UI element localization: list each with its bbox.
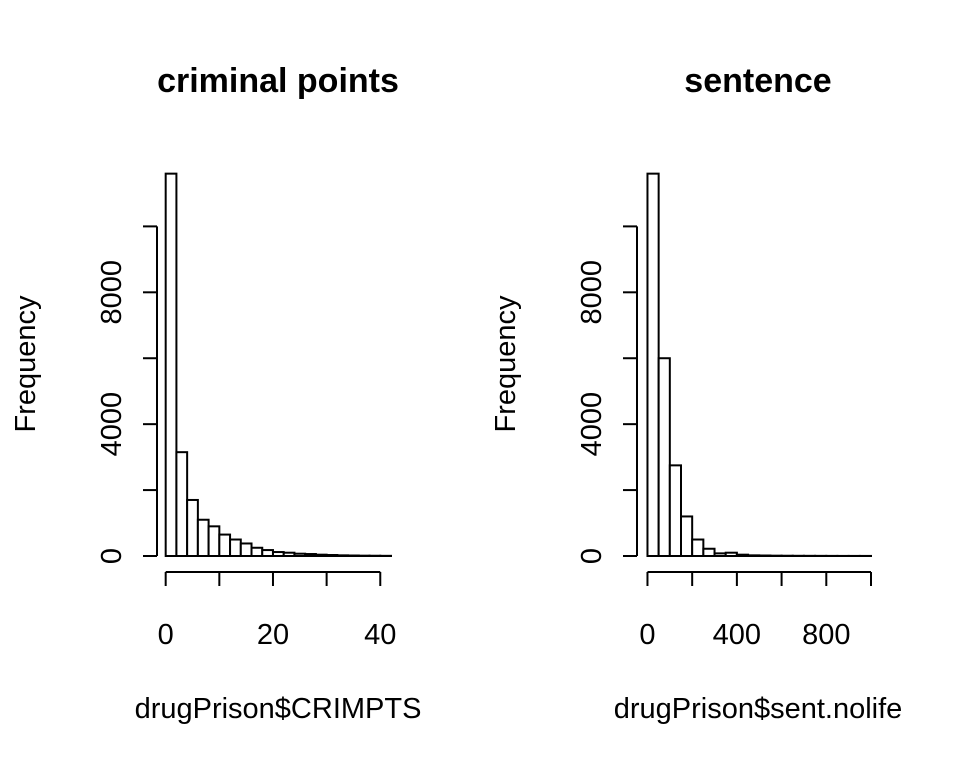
y-tick-label: 0 [96, 548, 128, 564]
histogram-bar [735, 553, 750, 557]
histogram-bar [282, 551, 296, 557]
bars [164, 172, 393, 558]
bars [646, 172, 873, 558]
histogram-bar [164, 172, 178, 557]
x-axis: 0 20 40 [158, 571, 396, 651]
y-tick-label: 4000 [576, 392, 608, 457]
y-axis-label: Frequency [490, 295, 522, 433]
histogram-bar [293, 552, 307, 557]
histogram-sentence: sentence Frequency drugPrison$sent.nolif… [490, 62, 902, 725]
histogram-bar [747, 554, 761, 557]
histogram-bar [325, 554, 339, 558]
histogram-bar [336, 554, 350, 557]
histogram-bar [175, 451, 189, 557]
histogram-bar [218, 533, 232, 558]
chart-title: criminal points [157, 62, 399, 100]
histogram-bar [250, 546, 264, 557]
histogram-bar [314, 553, 328, 557]
y-tick-label: 8000 [96, 260, 128, 325]
histogram-bar [713, 552, 727, 558]
x-axis-label: drugPrison$CRIMPTS [135, 693, 422, 725]
histogram-bar [691, 538, 705, 557]
histogram-bar [239, 542, 253, 557]
histogram-criminal-points: criminal points Frequency drugPrison$CRI… [10, 62, 421, 725]
x-tick-label: 800 [802, 619, 850, 651]
x-axis: 0 400 800 [639, 571, 872, 651]
chart-title: sentence [684, 62, 831, 100]
y-tick-label: 8000 [576, 260, 608, 325]
histogram-bar [646, 172, 660, 557]
histogram-bar [668, 464, 683, 558]
histogram-bar [186, 498, 199, 558]
histogram-bar [304, 553, 317, 558]
x-tick-label: 0 [158, 619, 174, 651]
x-tick-label: 0 [639, 619, 655, 651]
x-tick-label: 400 [713, 619, 761, 651]
y-axis: 0 4000 8000 [576, 225, 638, 564]
histogram-bar [657, 357, 671, 557]
y-tick-label: 0 [576, 548, 608, 564]
histogram-bar [680, 515, 694, 557]
histogram-bar [229, 538, 242, 557]
y-tick-label: 4000 [96, 392, 128, 457]
x-axis-label: drugPrison$sent.nolife [614, 693, 903, 725]
histogram-bar [702, 547, 716, 557]
histogram-bar [196, 518, 210, 558]
histogram-bar [261, 549, 274, 558]
x-tick-label: 40 [364, 619, 396, 651]
y-axis-label: Frequency [10, 295, 42, 433]
x-tick-label: 20 [257, 619, 289, 651]
histogram-bar [724, 551, 738, 557]
histogram-bar [271, 551, 285, 557]
y-axis: 0 4000 8000 [96, 225, 158, 564]
histogram-bar [207, 525, 221, 558]
